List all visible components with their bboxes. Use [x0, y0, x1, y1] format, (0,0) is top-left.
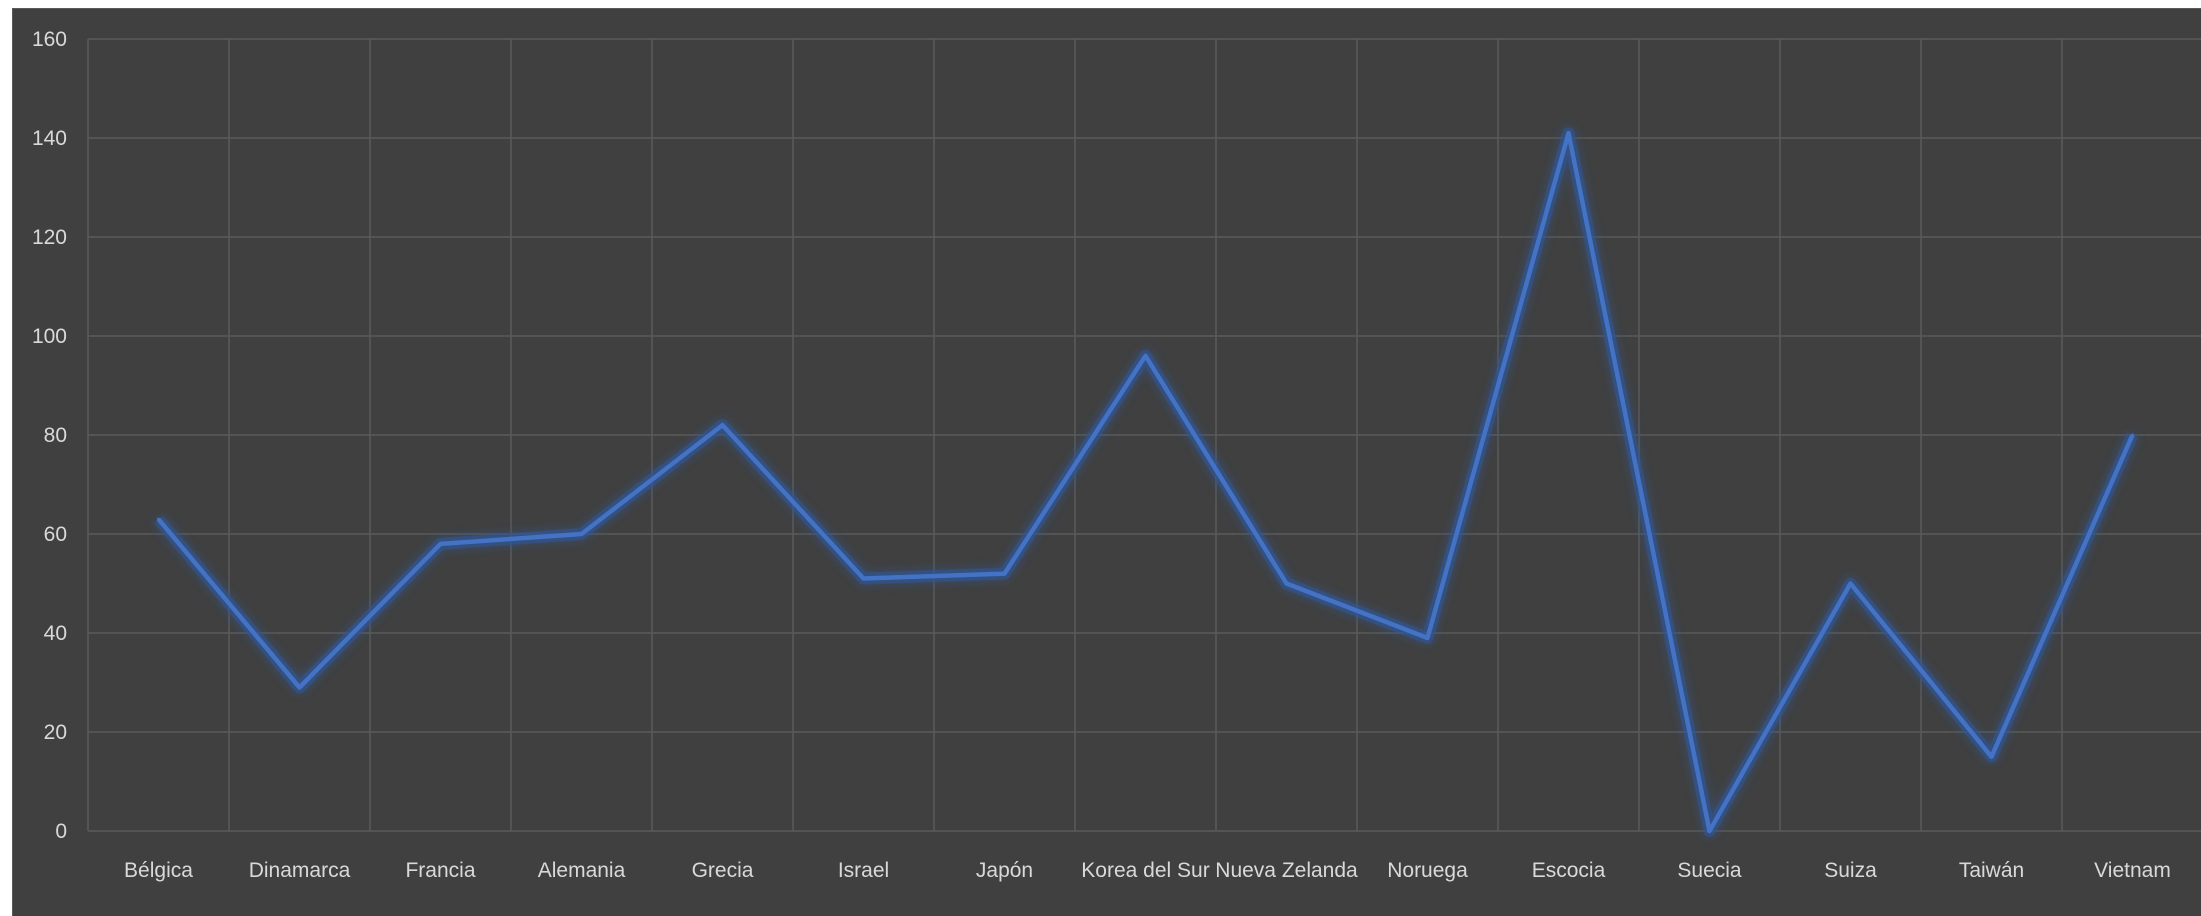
x-category-label: Vietnam	[2094, 859, 2171, 882]
x-category-label: Francia	[405, 859, 475, 882]
x-category-label: Bélgica	[124, 859, 193, 882]
chart-area: 0 20 40 60 80 100 120 140 160 Bélgica Dinamarca Fr…	[12, 8, 2201, 916]
x-category-label: Escocia	[1532, 859, 1606, 882]
data-point	[1003, 572, 1006, 576]
y-tick-label: 0	[55, 820, 67, 843]
x-category-label: Taiwán	[1959, 859, 2024, 882]
y-tick-label: 40	[44, 622, 67, 645]
y-tick-label: 160	[32, 28, 67, 51]
x-category-label: Dinamarca	[249, 859, 351, 882]
data-point	[862, 577, 865, 581]
data-point	[1567, 131, 1570, 135]
data-point	[1708, 829, 1711, 833]
data-point	[439, 542, 442, 546]
x-axis-category-labels: Bélgica Dinamarca Francia Alemania Grecia Isr…	[124, 859, 2171, 882]
x-category-label: Japón	[976, 859, 1033, 882]
y-tick-label: 140	[32, 127, 67, 150]
y-axis-tick-labels: 0 20 40 60 80 100 120 140 160	[32, 28, 67, 843]
y-tick-label: 120	[32, 226, 67, 249]
line-chart: 0 20 40 60 80 100 120 140 160 Bélgica Dinamarca Fr…	[32, 28, 2201, 882]
x-category-label: Noruega	[1387, 859, 1468, 882]
x-category-label: Suecia	[1677, 859, 1742, 882]
y-tick-label: 60	[44, 523, 67, 546]
x-category-label: Suiza	[1824, 859, 1877, 882]
data-point	[1144, 354, 1147, 358]
data-point	[721, 423, 724, 427]
x-category-label: Korea del Sur	[1081, 859, 1209, 882]
x-category-label: Alemania	[538, 859, 626, 882]
series-line	[156, 130, 2135, 834]
x-category-label: Nueva Zelanda	[1215, 859, 1358, 882]
data-point	[2131, 433, 2134, 437]
data-point	[580, 532, 583, 536]
data-point	[1990, 755, 1993, 759]
x-category-label: Grecia	[692, 859, 754, 882]
series-line-group	[153, 127, 2138, 837]
data-point	[298, 685, 301, 689]
data-point	[1285, 582, 1288, 585]
data-point	[157, 517, 160, 521]
y-tick-label: 80	[44, 424, 67, 447]
series-line-glow	[153, 127, 2138, 837]
y-tick-label: 20	[44, 721, 67, 744]
gridlines	[87, 38, 2201, 832]
x-category-label: Israel	[838, 859, 889, 882]
y-tick-label: 100	[32, 325, 67, 348]
data-point	[1426, 636, 1429, 640]
data-point	[1849, 582, 1852, 585]
